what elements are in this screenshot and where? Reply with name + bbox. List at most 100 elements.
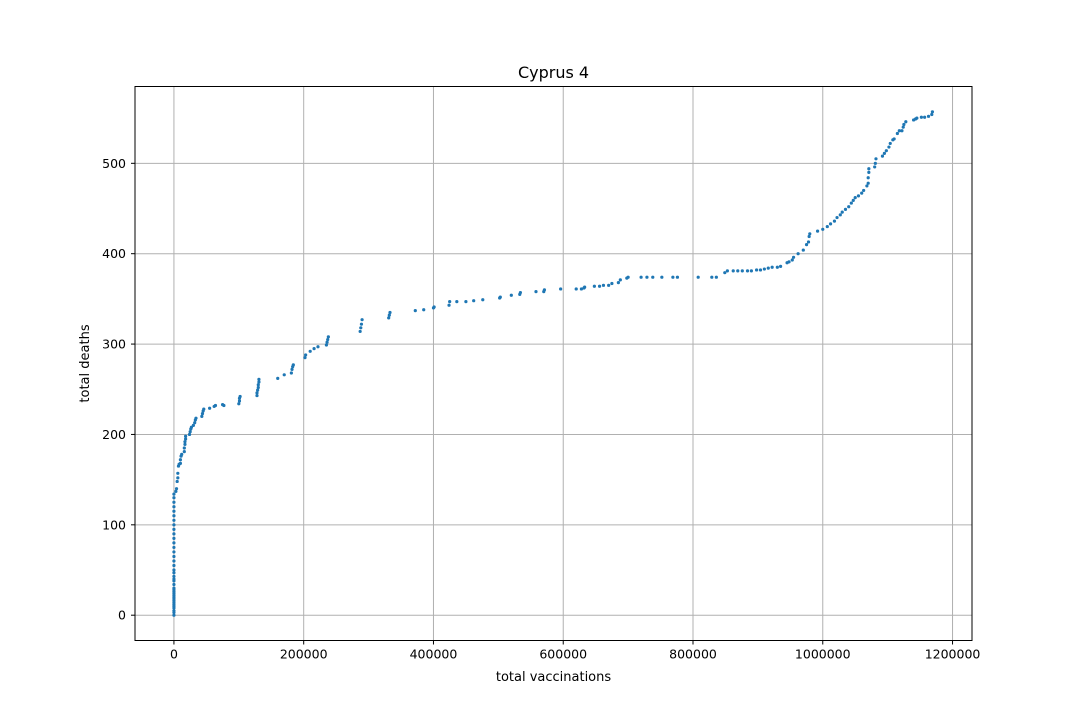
data-point xyxy=(172,518,176,522)
data-point xyxy=(873,161,877,165)
data-point xyxy=(775,265,779,269)
data-point xyxy=(926,114,931,118)
data-point xyxy=(770,265,774,269)
data-point xyxy=(904,120,908,124)
data-point xyxy=(326,337,330,342)
data-point xyxy=(806,240,811,244)
data-point xyxy=(498,295,502,299)
data-point xyxy=(607,283,611,287)
data-point xyxy=(359,322,364,326)
data-point xyxy=(835,215,839,220)
data-point xyxy=(930,112,934,117)
x-tick-label: 800000 xyxy=(669,647,717,662)
data-point xyxy=(849,201,853,205)
data-point xyxy=(172,559,176,563)
data-point xyxy=(208,406,212,410)
data-point xyxy=(884,149,888,153)
data-point xyxy=(172,545,176,550)
data-point xyxy=(291,363,295,367)
data-point xyxy=(325,340,329,344)
data-point xyxy=(534,290,538,294)
data-point xyxy=(900,129,904,133)
data-point xyxy=(867,170,871,174)
data-point xyxy=(509,293,513,297)
data-point xyxy=(766,266,770,270)
data-point xyxy=(172,563,176,568)
data-point xyxy=(808,232,812,236)
data-point xyxy=(172,554,176,559)
y-axis-label: total deaths xyxy=(78,324,93,402)
data-point xyxy=(432,305,436,309)
data-point xyxy=(312,346,316,351)
x-tick-label: 600000 xyxy=(539,647,587,662)
data-point xyxy=(176,471,180,475)
data-point xyxy=(892,137,896,141)
data-point xyxy=(387,316,391,320)
data-point xyxy=(359,326,363,330)
data-point xyxy=(213,403,218,408)
plot-area xyxy=(135,86,972,641)
data-point xyxy=(237,402,241,406)
data-point xyxy=(790,258,794,262)
data-point xyxy=(304,353,308,357)
data-point xyxy=(222,403,226,408)
data-point xyxy=(901,125,905,129)
data-point xyxy=(574,287,578,291)
data-point xyxy=(749,269,753,273)
data-point xyxy=(447,303,451,307)
data-point xyxy=(740,269,744,273)
data-point xyxy=(276,376,280,381)
data-point xyxy=(801,248,805,252)
data-point xyxy=(472,299,476,303)
data-point xyxy=(176,476,180,480)
data-point xyxy=(867,167,871,171)
data-point xyxy=(255,393,259,398)
x-axis-ticks: 0 200000 400000 600000 800000 1000000 1200000 xyxy=(170,640,980,662)
data-point xyxy=(873,165,877,169)
data-point xyxy=(840,210,844,214)
data-point xyxy=(651,275,655,279)
data-point xyxy=(725,269,729,273)
y-tick-label: 0 xyxy=(118,608,126,623)
data-point xyxy=(172,586,176,590)
data-point xyxy=(675,275,680,279)
data-point xyxy=(610,281,614,286)
data-point xyxy=(172,582,176,587)
data-point xyxy=(559,287,563,291)
data-point xyxy=(191,423,195,428)
data-point xyxy=(308,349,312,353)
data-point xyxy=(448,299,452,304)
data-point xyxy=(579,287,584,291)
data-point xyxy=(256,385,260,390)
data-point xyxy=(815,229,820,233)
data-point xyxy=(821,227,825,231)
data-point xyxy=(853,196,857,200)
data-point xyxy=(597,284,602,288)
data-point xyxy=(172,527,176,531)
data-point xyxy=(174,487,179,491)
data-point xyxy=(866,176,870,180)
y-tick-label: 100 xyxy=(102,517,126,532)
y-tick-label: 200 xyxy=(102,427,126,442)
data-point xyxy=(324,343,329,347)
data-point xyxy=(238,394,242,399)
y-tick-label: 400 xyxy=(102,246,126,261)
data-point xyxy=(930,110,935,114)
data-point xyxy=(731,269,735,273)
data-point xyxy=(387,313,391,317)
data-point xyxy=(172,500,176,504)
data-point xyxy=(413,309,417,313)
data-point xyxy=(358,329,362,334)
data-point xyxy=(618,278,622,282)
x-axis-label: total vaccinations xyxy=(496,670,612,685)
data-point xyxy=(923,115,927,119)
data-point xyxy=(791,255,796,259)
data-point xyxy=(193,421,197,425)
data-point xyxy=(172,532,176,536)
data-point xyxy=(184,437,188,441)
data-point xyxy=(200,412,205,416)
data-point xyxy=(583,285,587,289)
data-point xyxy=(172,496,176,500)
data-point xyxy=(518,290,523,295)
